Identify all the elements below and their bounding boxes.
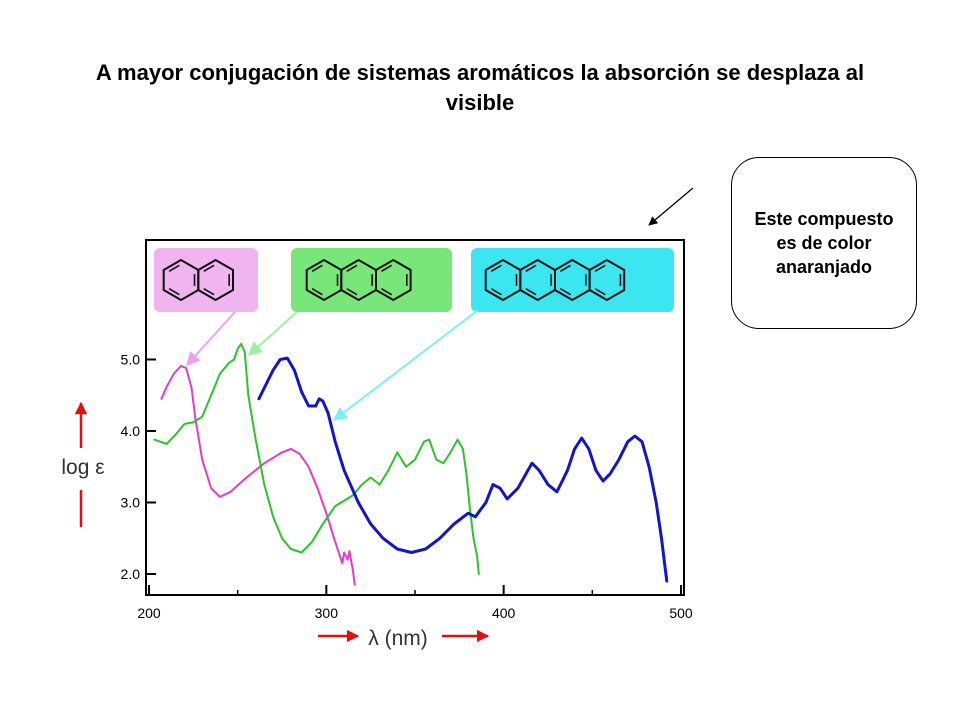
anthracene-double-bond: [346, 288, 358, 296]
tetracene-pointer-arrow: [332, 309, 479, 421]
x-tick-label: 300: [315, 605, 339, 621]
tetracene-double-bond: [559, 288, 572, 296]
anthracene-double-bond: [380, 264, 393, 272]
y-tick-label: 2.0: [121, 566, 141, 582]
tetracene-box: [471, 248, 674, 312]
tetracene-double-bond: [594, 288, 606, 296]
orange-compound-note-bubble: Este compuesto es de color anaranjado: [731, 157, 917, 329]
tetracene-double-bond: [525, 288, 537, 296]
anthracene-pointer-arrow: [247, 311, 298, 356]
anthracene-double-bond: [346, 264, 358, 272]
tetracene-structure: [471, 248, 674, 312]
orange-compound-note-text: Este compuesto es de color anaranjado: [754, 209, 894, 277]
tetracene-spectrum-line: [257, 356, 669, 583]
anthracene-spectrum-line: [153, 342, 480, 575]
tetracene-double-bond: [594, 264, 606, 272]
anthracene-ring: [375, 258, 412, 302]
x-axis-label: λ (nm): [368, 627, 428, 650]
y-tick-label: 5.0: [121, 352, 141, 368]
naphthalene-spectrum-line: [160, 364, 356, 586]
naphthalene-double-bond: [168, 264, 180, 272]
anthracene-structure: [291, 248, 452, 312]
anthracene-double-bond: [311, 264, 323, 272]
tetracene-double-bond: [525, 264, 537, 272]
molecule-boxes: [154, 248, 674, 312]
naphthalene-double-bond: [203, 288, 215, 296]
tetracene-double-bond: [490, 288, 502, 296]
naphthalene-double-bond: [168, 288, 180, 296]
naphthalene-pointer-arrow: [186, 311, 236, 367]
x-tick-label: 400: [492, 605, 516, 621]
tetracene-double-bond: [559, 264, 572, 272]
naphthalene-ring: [197, 258, 234, 302]
spectrum-curves: [153, 342, 669, 586]
x-tick-label: 500: [669, 605, 693, 621]
slide-title: A mayor conjugación de sistemas aromátic…: [95, 60, 865, 115]
naphthalene-structure: [154, 248, 258, 312]
x-tick-label: 200: [137, 605, 161, 621]
naphthalene-double-bond: [203, 264, 215, 272]
anthracene-double-bond: [311, 288, 323, 296]
naphthalene-box: [154, 248, 258, 312]
anthracene-double-bond: [380, 288, 393, 296]
pointer-arrow: [648, 187, 694, 226]
molecule-pointer-arrows: [186, 309, 479, 421]
axis-ticks: 200 300 400 500 2.0 3.0 4.0 5.0: [121, 352, 693, 622]
y-axis-label: log ε: [61, 456, 104, 479]
y-tick-label: 3.0: [121, 495, 141, 511]
y-tick-label: 4.0: [121, 423, 141, 439]
tetracene-double-bond: [490, 264, 502, 272]
tetracene-ring: [588, 258, 626, 302]
